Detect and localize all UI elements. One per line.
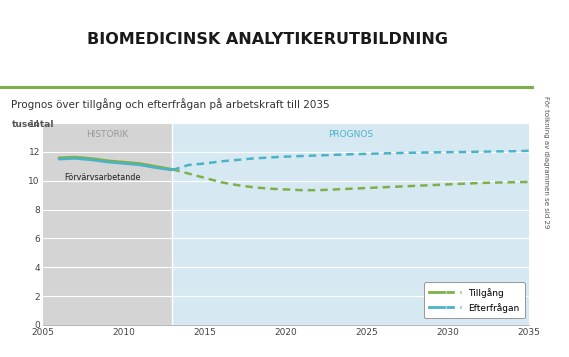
Text: BIOMEDICINSK ANALYTIKERUTBILDNING: BIOMEDICINSK ANALYTIKERUTBILDNING xyxy=(87,32,448,47)
Text: Förvärvsarbetande: Förvärvsarbetande xyxy=(64,173,140,182)
Bar xyxy=(43,123,172,325)
Text: tusental: tusental xyxy=(11,120,54,129)
Text: Prognos över tillgång och efterfrågan på arbetskraft till 2035: Prognos över tillgång och efterfrågan på… xyxy=(11,98,330,110)
Bar xyxy=(172,123,529,325)
Legend: Tillgång, Efterfrågan: Tillgång, Efterfrågan xyxy=(424,282,525,318)
Text: För tolkning av diagrammen se sid 29: För tolkning av diagrammen se sid 29 xyxy=(543,96,550,229)
Text: PROGNOS: PROGNOS xyxy=(328,130,373,139)
Text: HISTORIK: HISTORIK xyxy=(86,130,129,139)
